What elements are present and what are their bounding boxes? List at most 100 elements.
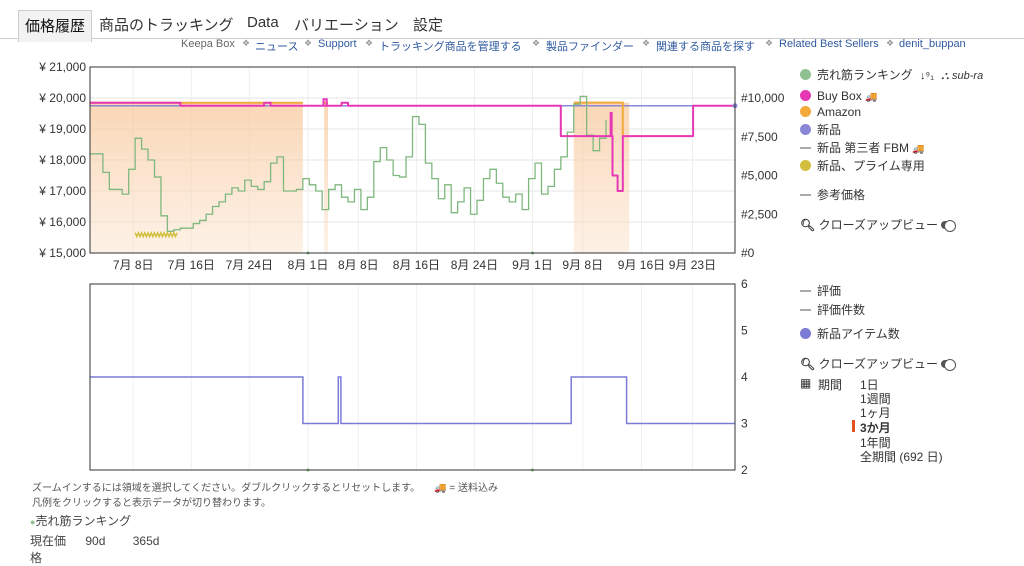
tab-variations[interactable]: バリエーション — [294, 17, 399, 34]
y-right-tick-label: #0 — [741, 246, 755, 260]
prime-dot-icon — [800, 160, 811, 171]
separator-icon: ❖ — [886, 38, 895, 48]
support-link[interactable]: Support — [318, 38, 357, 50]
x-tick-label: 9月 1日 — [512, 258, 553, 272]
series-line-Buy Box — [90, 101, 735, 192]
closeup-label: クローズアップビュー — [818, 218, 938, 232]
shipping-note: 🚚 = 送料込み — [434, 483, 498, 494]
period-option-1d[interactable]: 1日 — [860, 378, 879, 392]
y-right-tick-label: 6 — [741, 278, 748, 291]
period-option-all[interactable]: 全期間 (692 日) — [860, 450, 943, 464]
sub-rank-toggle[interactable]: ⛬ sub-ra — [941, 70, 984, 82]
y-right-tick-label: 2 — [741, 463, 748, 477]
separator-icon: ❖ — [365, 38, 374, 48]
tab-bar: 価格履歴 商品のトラッキング Data バリエーション 設定 — [0, 0, 1024, 42]
legend-buy-box[interactable]: Buy Box 🚚 — [800, 89, 878, 103]
dot-icon: ● — [30, 517, 36, 527]
legend-new-prime[interactable]: 新品、プライム専用 — [800, 157, 925, 174]
truck-icon: 🚚 — [912, 144, 925, 155]
tab-data[interactable]: Data — [247, 14, 279, 31]
item-legend: 評価 評価件数 新品アイテム数 — [800, 282, 1024, 342]
period-selector: ▦ 期間 1日 1週間 1ヶ月 3か月 1年間 全期間 (692 日) — [800, 376, 1020, 466]
dash-icon — [800, 147, 811, 149]
calendar-icon: ▦ — [800, 376, 812, 390]
y-right-tick-label: #7,500 — [741, 130, 778, 144]
x-tick-label: 9月 8日 — [562, 258, 603, 272]
stat-90d: 90d — [85, 534, 106, 548]
amazon-stock-band — [324, 102, 329, 254]
new-dot-icon — [800, 124, 811, 135]
separator-icon: ❖ — [532, 38, 541, 48]
legend-rating[interactable]: 評価 — [800, 282, 841, 299]
legend-amazon[interactable]: Amazon — [800, 105, 861, 119]
tab-price-history[interactable]: 価格履歴 — [18, 10, 93, 42]
separator-icon: ❖ — [304, 38, 313, 48]
legend-hint: 凡例をクリックすると表示データが切り替わります。 — [32, 498, 271, 509]
new-count-dot-icon — [800, 328, 811, 339]
y-left-tick-label: ¥ 16,000 — [38, 215, 86, 229]
closeup-toggle-top[interactable]: 🔍︎ クローズアップビュー — [800, 216, 956, 233]
x-tick-label: 8月 8日 — [338, 258, 379, 272]
period-option-1w[interactable]: 1週間 — [860, 392, 891, 406]
zoom-hint: ズームインするには領域を選択してください。ダブルクリックするとリセットします。 🚚… — [32, 483, 498, 494]
x-tick-label: 8月 16日 — [393, 258, 440, 272]
related-products-link[interactable]: 関連する商品を探す — [656, 41, 755, 53]
price-history-chart[interactable]: ¥ 21,000 ¥ 20,000 ¥ 19,000 ¥ 18,000 ¥ 17,000… — [0, 56, 790, 276]
keepa-box-link[interactable]: Keepa Box — [181, 38, 235, 50]
closeup-toggle-bottom[interactable]: 🔍︎ クローズアップビュー — [800, 355, 956, 372]
series-line-Amazon — [573, 101, 624, 137]
sales-rank-dot-icon — [800, 69, 811, 80]
user-link[interactable]: denit_buppan — [899, 38, 966, 50]
legend-sales-rank[interactable]: 売れ筋ランキング ↓⁹₁ ⛬ sub-ra — [800, 66, 983, 83]
period-option-3m[interactable]: 3か月 — [852, 420, 891, 435]
amazon-stock-band — [573, 102, 630, 254]
tab-tracking[interactable]: 商品のトラッキング — [99, 17, 234, 34]
x-tick-label: 8月 1日 — [288, 258, 329, 272]
y-right-tick-label: #5,000 — [741, 169, 778, 183]
legend-list-price[interactable]: 参考価格 — [800, 186, 865, 203]
separator-icon: ❖ — [765, 38, 774, 48]
separator-icon: ❖ — [642, 38, 651, 48]
dash-icon — [800, 309, 811, 311]
x-tick-label: 7月 24日 — [226, 258, 273, 272]
legend-new-fbm[interactable]: 新品 第三者 FBM 🚚 — [800, 139, 925, 156]
series-line-prime — [134, 230, 178, 239]
news-link[interactable]: ニュース — [255, 41, 299, 53]
sub-navigation: Keepa Box ❖ ニュース ❖ Support ❖ トラッキング商品を管理… — [0, 38, 1024, 53]
item-count-chart[interactable]: 6 5 4 3 2 — [0, 278, 790, 478]
x-tick-label: 9月 23日 — [669, 258, 716, 272]
stat-current: 現在価 — [30, 534, 67, 548]
tab-settings[interactable]: 設定 — [413, 17, 444, 34]
sales-rank-section-title: ●売れ筋ランキング — [30, 514, 132, 528]
buy-box-spike — [322, 98, 328, 106]
period-option-1m[interactable]: 1ヶ月 — [860, 406, 891, 420]
legend-review-count[interactable]: 評価件数 — [800, 301, 865, 318]
x-tick-label: 8月 24日 — [451, 258, 498, 272]
toggle-icon[interactable] — [940, 359, 956, 371]
series-line-sales-rank — [90, 95, 607, 232]
series-line-new-item-count — [90, 376, 735, 425]
legend-new-item-count[interactable]: 新品アイテム数 — [800, 325, 900, 342]
manage-tracking-link[interactable]: トラッキング商品を管理する — [379, 41, 522, 53]
price-legend: 売れ筋ランキング ↓⁹₁ ⛬ sub-ra Buy Box 🚚 Amazon 新… — [800, 64, 1024, 244]
toggle-icon[interactable] — [940, 220, 956, 232]
closeup-label: クローズアップビュー — [818, 357, 938, 371]
related-best-sellers-link[interactable]: Related Best Sellers — [779, 38, 879, 50]
truck-icon: 🚚 — [865, 92, 878, 103]
sort-icon[interactable]: ↓⁹₁ — [920, 70, 934, 82]
y-right-tick-label: 5 — [741, 324, 748, 338]
y-right-tick-label: 4 — [741, 370, 748, 384]
hierarchy-icon: ⛬ — [941, 70, 949, 82]
x-tick-label: 7月 8日 — [113, 258, 154, 272]
chart-frame — [89, 283, 736, 471]
y-left-tick-label: ¥ 17,000 — [38, 184, 86, 198]
y-left-tick-label: ¥ 20,000 — [38, 91, 86, 105]
product-finder-link[interactable]: 製品ファインダー — [546, 41, 634, 53]
y-left-tick-label: ¥ 21,000 — [38, 60, 86, 74]
period-option-1y[interactable]: 1年間 — [860, 436, 891, 450]
legend-new[interactable]: 新品 — [800, 121, 841, 138]
buy-box-dot-icon — [800, 90, 811, 101]
x-tick-label: 7月 16日 — [168, 258, 215, 272]
amazon-dot-icon — [800, 106, 811, 117]
stat-365d: 365d — [132, 534, 160, 548]
